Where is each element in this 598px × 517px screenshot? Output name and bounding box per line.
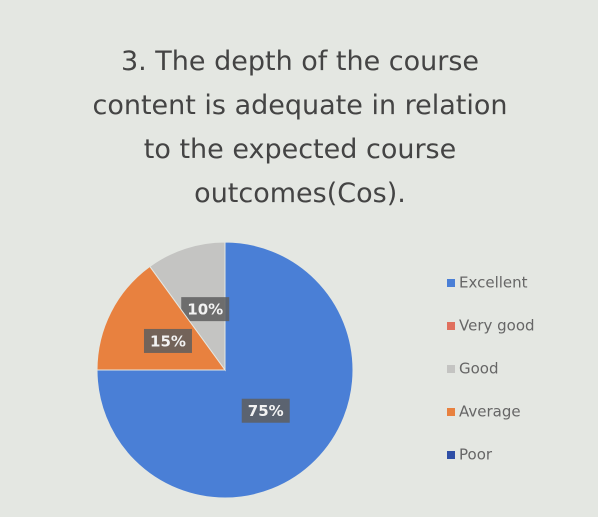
chart-title: 3. The depth of the course content is ad… <box>92 46 508 209</box>
legend-swatch <box>447 279 455 287</box>
data-label: 75% <box>248 402 284 420</box>
legend-swatch <box>447 408 455 416</box>
legend-label: Very good <box>459 317 535 335</box>
legend-swatch <box>447 322 455 330</box>
data-label-box <box>143 328 192 353</box>
legend-label: Average <box>459 403 521 421</box>
pie-slice <box>96 265 226 371</box>
legend-label: Good <box>459 360 499 378</box>
legend-label: Poor <box>459 446 493 464</box>
legend-label: Excellent <box>459 274 528 292</box>
data-label-box <box>241 398 290 423</box>
legend-swatch <box>447 451 455 459</box>
pie-slice <box>96 241 354 499</box>
data-label: 15% <box>150 332 186 350</box>
data-label: 10% <box>187 301 223 319</box>
legend-swatch <box>447 365 455 373</box>
data-label-box <box>181 297 230 322</box>
